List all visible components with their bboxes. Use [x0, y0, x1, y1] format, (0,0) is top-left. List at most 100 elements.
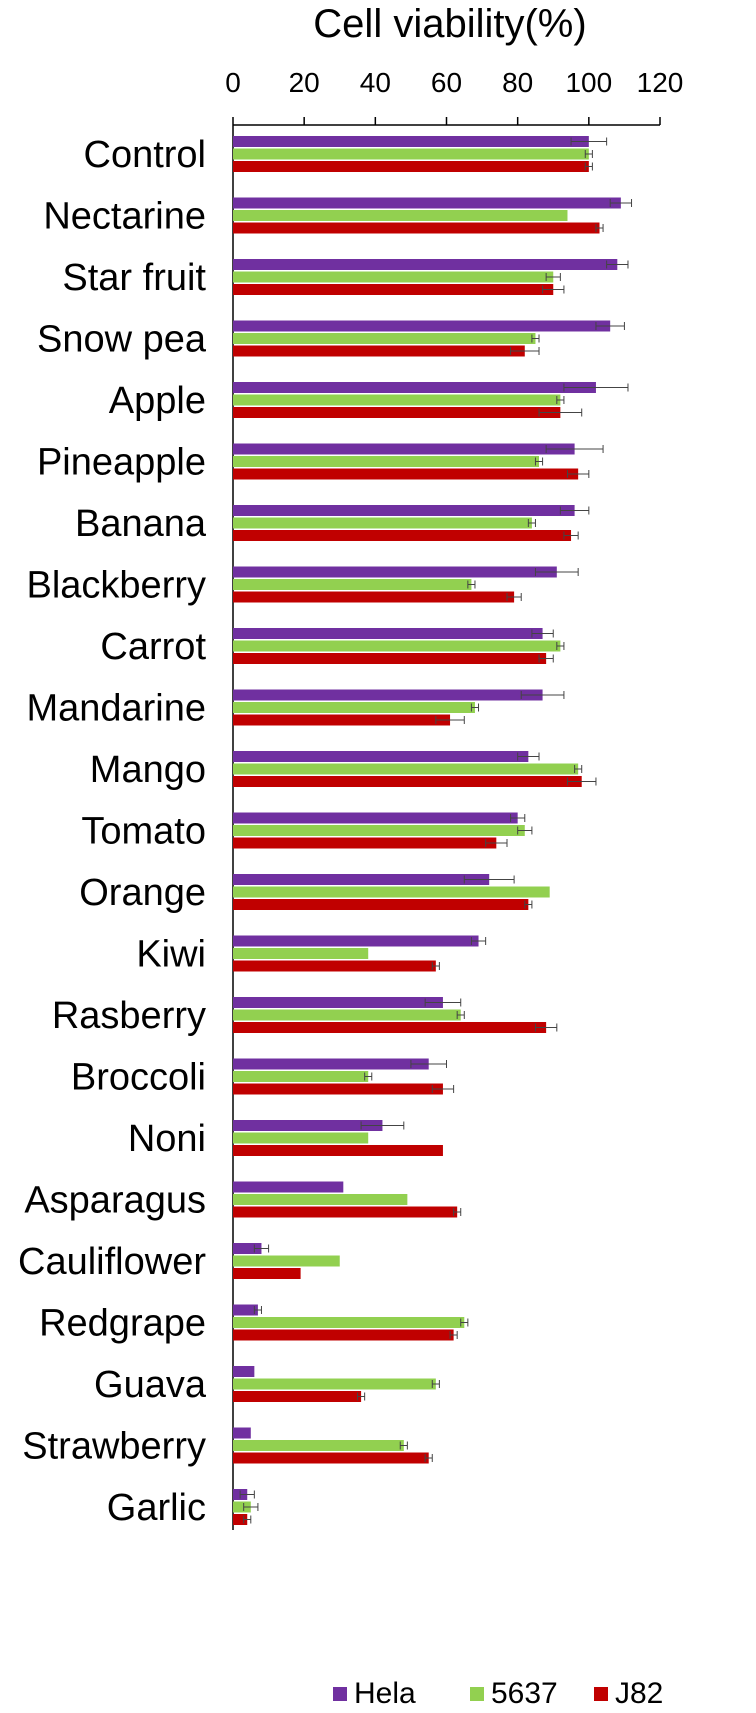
bar	[233, 1366, 255, 1377]
category-label: Tomato	[81, 811, 206, 853]
category-label: Mandarine	[26, 688, 206, 730]
bar	[233, 443, 575, 455]
bars	[233, 136, 633, 1525]
bar	[233, 530, 572, 541]
bar	[233, 1194, 408, 1205]
bar	[233, 1304, 258, 1316]
bar	[233, 456, 540, 467]
bar	[233, 1181, 344, 1193]
legend-swatch	[333, 1687, 347, 1701]
category-label: Cauliflower	[18, 1241, 206, 1283]
x-tick-label: 0	[225, 67, 241, 98]
bar	[233, 874, 490, 885]
bar	[233, 1009, 461, 1021]
category-label: Redgrape	[39, 1303, 206, 1345]
bar	[233, 935, 479, 947]
bar	[233, 997, 443, 1008]
bar	[233, 1378, 436, 1390]
category-label: Banana	[75, 503, 207, 545]
bar	[233, 1083, 443, 1095]
x-axis-ticks: 0 20 40 60 80 100 120	[225, 67, 683, 125]
x-tick-label: 60	[431, 67, 462, 98]
bar	[233, 320, 611, 332]
bar	[233, 1317, 465, 1328]
category-labels: Control Nectarine Star fruit Snow pea Apple P…	[18, 134, 207, 1529]
x-tick-label: 100	[565, 67, 612, 98]
bar	[233, 702, 475, 713]
bar	[233, 960, 436, 972]
bar	[233, 776, 582, 787]
legend: Hela 5637 J82	[333, 1677, 663, 1710]
category-label: Snow pea	[37, 319, 207, 361]
category-label: Nectarine	[43, 196, 206, 238]
bar	[233, 407, 561, 418]
bar	[233, 271, 554, 283]
bar	[233, 222, 600, 234]
bar	[233, 148, 589, 160]
category-label: Pineapple	[37, 442, 206, 484]
bar	[233, 1440, 404, 1451]
bar	[233, 1243, 262, 1254]
bar	[233, 1206, 458, 1218]
bar	[233, 505, 575, 516]
bar	[233, 837, 497, 849]
bar	[233, 517, 532, 529]
category-label: Kiwi	[136, 934, 206, 976]
legend-swatch	[594, 1687, 608, 1701]
bar	[233, 689, 543, 701]
bar	[233, 1452, 429, 1464]
category-label: Guava	[94, 1364, 207, 1406]
bar	[233, 763, 579, 775]
bar	[233, 948, 369, 959]
bar	[233, 640, 561, 652]
bar	[233, 345, 525, 357]
bar	[233, 259, 618, 270]
bar	[233, 161, 589, 172]
bar	[233, 333, 536, 344]
bar	[233, 1427, 251, 1439]
bar	[233, 1145, 443, 1156]
category-label: Asparagus	[24, 1180, 206, 1222]
bar	[233, 566, 557, 578]
bar	[233, 394, 561, 406]
bar	[233, 197, 621, 209]
category-label: Rasberry	[52, 995, 206, 1037]
bar	[233, 210, 568, 221]
bar	[233, 382, 596, 393]
category-label: Noni	[128, 1118, 206, 1160]
category-label: Blackberry	[27, 565, 207, 607]
x-tick-label: 120	[637, 67, 684, 98]
bar	[233, 284, 554, 295]
x-tick-label: 20	[289, 67, 320, 98]
bar	[233, 653, 547, 664]
bar	[233, 1391, 362, 1402]
bar	[233, 1329, 454, 1341]
category-label: Apple	[109, 380, 206, 422]
bar	[233, 1514, 248, 1525]
bar	[233, 1120, 383, 1131]
bar	[233, 1132, 369, 1144]
bar	[233, 1058, 429, 1070]
bar	[233, 899, 529, 910]
category-label: Orange	[79, 872, 206, 914]
category-label: Garlic	[107, 1487, 206, 1529]
category-label: Broccoli	[71, 1057, 206, 1099]
legend-label: J82	[615, 1677, 663, 1710]
bar	[233, 1022, 547, 1033]
bar	[233, 579, 472, 590]
x-tick-label: 80	[502, 67, 533, 98]
category-label: Mango	[90, 749, 206, 791]
bar	[233, 751, 529, 762]
bar	[233, 628, 543, 639]
bar	[233, 468, 579, 480]
category-label: Star fruit	[62, 257, 206, 299]
bar	[233, 136, 589, 147]
legend-label: Hela	[354, 1677, 416, 1710]
legend-label: 5637	[491, 1677, 558, 1710]
bar	[233, 591, 515, 603]
bar	[233, 812, 518, 824]
category-label: Strawberry	[22, 1426, 206, 1468]
bar	[233, 714, 451, 726]
bar	[233, 1501, 251, 1513]
